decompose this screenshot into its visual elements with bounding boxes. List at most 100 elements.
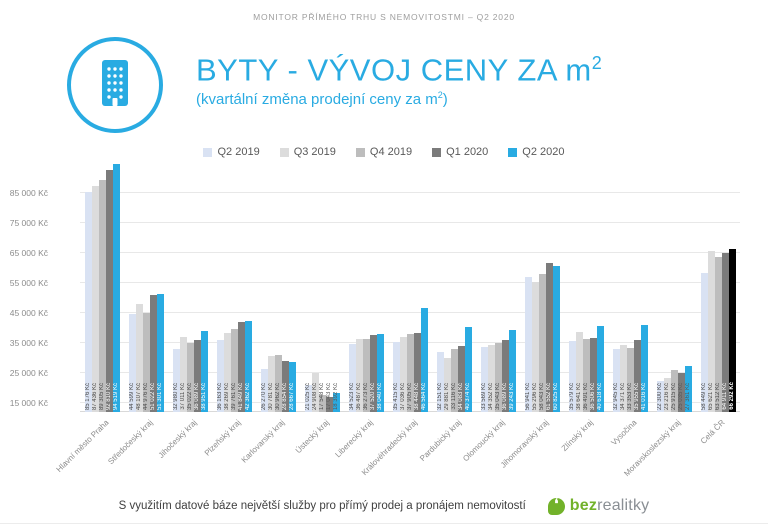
bar-slot: 36 089 Kč bbox=[501, 160, 509, 412]
gridline bbox=[80, 312, 740, 313]
y-axis-tick-label: 15 000 Kč bbox=[9, 398, 48, 408]
bar-slot: 36 487 Kč bbox=[355, 160, 363, 412]
bar-slot: 37 036 Kč bbox=[399, 160, 407, 412]
bar-slot: 26 270 Kč bbox=[260, 160, 268, 412]
bar-value-label: 37 520 Kč bbox=[369, 382, 376, 410]
brand-bez: bez bbox=[569, 497, 598, 514]
bar-slot: 63 512 Kč bbox=[714, 160, 722, 412]
bar-q2-2020 bbox=[376, 333, 384, 412]
bar-q2-2019 bbox=[568, 341, 576, 412]
bar-q1-2020 bbox=[633, 340, 641, 412]
bar-q2-2019 bbox=[304, 384, 312, 412]
bar-slot: 41 849 Kč bbox=[237, 160, 245, 412]
bar-q2-2020 bbox=[508, 330, 516, 412]
bar-value-label: 25 915 Kč bbox=[670, 382, 677, 410]
bar-q3-2019 bbox=[399, 336, 407, 412]
gridline bbox=[80, 222, 740, 223]
bar-slot: 85 176 Kč bbox=[84, 160, 92, 412]
bar-group-3: 32 980 Kč 37 011 Kč 35 022 Kč 36 089 Kč 38 9… bbox=[157, 160, 212, 460]
y-axis-tick-label: 35 000 Kč bbox=[9, 338, 48, 348]
bar-slot: 24 908 Kč bbox=[311, 160, 319, 412]
bar-slot: 40 374 Kč bbox=[464, 160, 472, 412]
legend-swatch bbox=[355, 147, 365, 157]
bar-slot: 22 300 Kč bbox=[656, 160, 664, 412]
bar-value-label: 92 810 Kč bbox=[105, 382, 112, 410]
bar-q1-2020 bbox=[413, 332, 421, 412]
x-axis-category-label: Plzeňský kraj bbox=[202, 418, 243, 458]
bar-slot: 36 506 Kč bbox=[589, 160, 597, 412]
bar-value-label: 55 296 Kč bbox=[531, 382, 538, 410]
bar-q1-2020 bbox=[105, 169, 113, 412]
bar-chart-plot: 85 000 Kč 75 000 Kč 65 000 Kč 55 000 Kč 45 0… bbox=[10, 160, 740, 478]
bar-q4-2019 bbox=[582, 338, 590, 412]
bar-q4-2019 bbox=[362, 339, 370, 412]
x-axis-category-label: Karlovarský kraj bbox=[239, 418, 287, 465]
bar-slot: 28 667 Kč bbox=[288, 160, 296, 412]
bar-value-label: 41 849 Kč bbox=[237, 382, 244, 410]
bar-value-label: 58 449 Kč bbox=[700, 382, 707, 410]
bar-q2-2020 bbox=[332, 392, 340, 412]
bar-q2-2020 bbox=[684, 365, 692, 412]
bar-q2-2019 bbox=[348, 344, 356, 412]
legend-item-q4-2019: Q4 2019 bbox=[355, 146, 412, 158]
bar-q3-2019 bbox=[267, 355, 275, 412]
bar-value-label: 36 491 Kč bbox=[582, 382, 589, 410]
bar-q2-2019 bbox=[128, 314, 136, 412]
bar-slot: 30 962 Kč bbox=[274, 160, 282, 412]
bar-q3-2019 bbox=[531, 282, 539, 412]
bar-q3-2019 bbox=[355, 338, 363, 412]
bar-value-label: 51 022 Kč bbox=[149, 382, 156, 410]
bar-value-label: 38 448 Kč bbox=[413, 382, 420, 410]
bar-q2-2020 bbox=[728, 249, 736, 412]
bar-value-label: 87 436 Kč bbox=[91, 382, 98, 410]
bar-q1-2020 bbox=[501, 339, 509, 412]
bar-value-label: 40 374 Kč bbox=[464, 382, 471, 410]
bar-value-label: 23 216 Kč bbox=[663, 382, 670, 410]
footer-text: S využitím datové báze největší služby p… bbox=[118, 500, 526, 512]
bar-q2-2019 bbox=[216, 339, 224, 412]
bar-q1-2020 bbox=[545, 263, 553, 412]
gridline bbox=[80, 192, 740, 193]
x-axis-category-label: Jihočeský kraj bbox=[156, 418, 199, 460]
bar-value-label: 29 881 Kč bbox=[443, 382, 450, 410]
bar-value-label: 33 353 Kč bbox=[626, 382, 633, 410]
bar-slot: 35 043 Kč bbox=[494, 160, 502, 412]
bar-slot: 41 016 Kč bbox=[640, 160, 648, 412]
bar-slot: 38 269 Kč bbox=[223, 160, 231, 412]
bar-slot: 42 362 Kč bbox=[244, 160, 252, 412]
bar-q4-2019 bbox=[406, 334, 414, 412]
legend-swatch bbox=[508, 147, 518, 157]
bar-slot: 64 911 Kč bbox=[721, 160, 729, 412]
bar-q2-2019 bbox=[392, 341, 400, 412]
bar-value-label: 35 579 Kč bbox=[568, 382, 575, 410]
bar-value-label: 35 043 Kč bbox=[494, 382, 501, 410]
bar-value-label: 40 618 Kč bbox=[596, 382, 603, 410]
bar-q1-2020 bbox=[193, 339, 201, 412]
bar-slot: 36 491 Kč bbox=[582, 160, 590, 412]
bar-slot: 38 641 Kč bbox=[575, 160, 583, 412]
bar-q4-2019 bbox=[142, 313, 150, 412]
bar-q2-2020 bbox=[156, 294, 164, 412]
bar-q1-2020 bbox=[149, 294, 157, 412]
x-axis-category-label: Ústecký kraj bbox=[293, 418, 331, 456]
bar-group-4: 36 163 Kč 38 269 Kč 39 761 Kč 41 849 Kč 42 3… bbox=[203, 160, 256, 458]
building-icon bbox=[92, 56, 138, 115]
bar-value-label: 85 176 Kč bbox=[84, 382, 91, 410]
bar-q2-2020 bbox=[420, 308, 428, 412]
bar-slot: 30 781 Kč bbox=[267, 160, 275, 412]
bar-value-label: 32 945 Kč bbox=[612, 382, 619, 410]
bar-slot: 34 352 Kč bbox=[487, 160, 495, 412]
page-title: BYTY - VÝVOJ CENY ZA m2 bbox=[196, 52, 603, 88]
bar-q4-2019 bbox=[450, 348, 458, 412]
bar-value-label: 51 301 Kč bbox=[156, 382, 163, 410]
bar-slot: 37 905 Kč bbox=[406, 160, 414, 412]
bar-groups: 85 176 Kč 87 436 Kč 89 305 Kč 92 810 Kč 94 5… bbox=[55, 160, 740, 478]
bar-q3-2019 bbox=[443, 358, 451, 412]
bar-value-label: 30 781 Kč bbox=[267, 382, 274, 410]
bar-slot: 56 941 Kč bbox=[524, 160, 532, 412]
bar-q2-2019 bbox=[172, 349, 180, 412]
bar-value-label: 38 269 Kč bbox=[223, 382, 230, 410]
bar-q4-2019 bbox=[230, 328, 238, 412]
bar-slot: 32 980 Kč bbox=[172, 160, 180, 412]
y-axis-tick-label: 45 000 Kč bbox=[9, 308, 48, 318]
